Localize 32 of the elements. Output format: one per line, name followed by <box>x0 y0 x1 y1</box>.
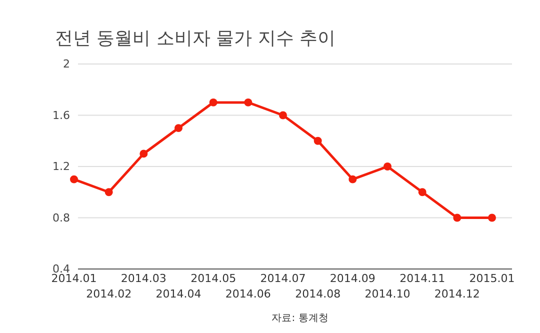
y-tick-label: 1.2 <box>52 160 70 174</box>
x-tick-label: 2014.01 <box>51 272 97 285</box>
point <box>384 162 392 170</box>
chart-title: 전년 동월비 소비자 물가 지수 추이 <box>55 28 336 49</box>
point <box>453 214 462 222</box>
point <box>104 188 113 196</box>
point <box>174 124 182 132</box>
point <box>418 188 426 196</box>
y-tick-label: 1.6 <box>52 108 70 122</box>
x-tick-label: 2014.04 <box>156 287 202 300</box>
x-tick-label: 2014.12 <box>434 287 480 300</box>
x-tick-label: 2014.10 <box>364 287 410 300</box>
point <box>348 175 357 184</box>
text: 자료: 통계청 <box>272 313 328 324</box>
y-tick-label: 0.8 <box>52 211 70 224</box>
point <box>209 98 218 106</box>
point <box>244 98 252 106</box>
x-tick-label: 2014.03 <box>120 272 166 285</box>
x-tick-label: 2014.07 <box>260 272 306 285</box>
x-tick-label: 2014.02 <box>86 287 132 300</box>
point <box>70 175 78 184</box>
point <box>140 150 148 158</box>
point <box>488 214 496 222</box>
point <box>279 111 287 120</box>
x-tick-label: 2014.11 <box>400 272 446 285</box>
x-tick-label: 2014.08 <box>295 287 341 300</box>
x-tick-label: 2014.06 <box>225 287 271 300</box>
x-tick-label: 2015.01 <box>469 272 515 285</box>
y-tick-label: 2 <box>63 58 70 71</box>
x-tick-label: 2014.05 <box>190 272 236 285</box>
x-tick-label: 2014.09 <box>330 272 376 285</box>
point <box>314 136 322 145</box>
